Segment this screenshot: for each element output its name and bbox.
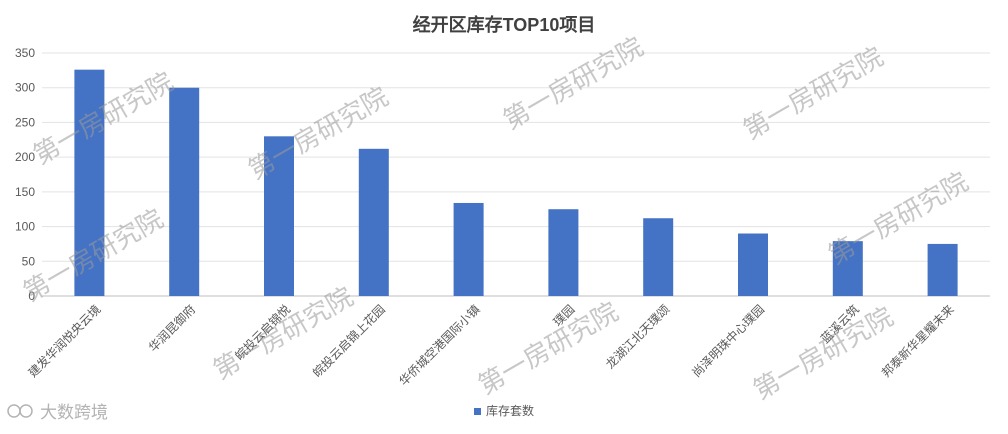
bar (74, 69, 105, 296)
x-tick-label: 尚泽明珠中心璞园 (689, 302, 767, 380)
chart-title: 经开区库存TOP10项目 (413, 14, 596, 35)
brand-logo-icon-2 (19, 404, 33, 418)
gridlines (42, 52, 990, 297)
watermark-text: 第一房研究院 (209, 282, 359, 386)
bar (358, 148, 389, 296)
brand-logo-icon (7, 404, 21, 418)
watermark-text: 第一房研究院 (499, 32, 649, 136)
legend-label: 库存套数 (486, 403, 534, 418)
brand-logo: 大数跨境 (7, 403, 108, 423)
bar (832, 241, 863, 296)
bars (74, 69, 958, 296)
y-tick-label: 250 (15, 115, 35, 129)
x-tick-label: 华润昆御府 (145, 302, 198, 355)
bar (169, 87, 200, 296)
bar (643, 218, 674, 296)
y-tick-label: 100 (15, 220, 35, 234)
watermark-text: 第一房研究院 (739, 42, 889, 146)
watermark-text: 第一房研究院 (749, 302, 899, 406)
y-tick-label: 50 (22, 254, 36, 268)
x-tick-label: 华侨城空港国际小镇 (396, 302, 482, 388)
y-tick-label: 0 (28, 289, 35, 303)
legend-swatch (474, 408, 481, 415)
bar (927, 243, 958, 296)
bar (548, 209, 579, 296)
watermark-text: 第一房研究院 (474, 297, 624, 401)
y-axis-ticks: 0 50 100 150 200 250 300 350 (15, 46, 35, 303)
bar (738, 233, 768, 296)
y-tick-label: 150 (15, 185, 35, 199)
x-tick-label: 建发华润悦央云境 (25, 302, 103, 380)
brand-text: 大数跨境 (40, 403, 108, 423)
bar (264, 136, 294, 296)
y-tick-label: 300 (15, 81, 35, 95)
y-tick-label: 200 (15, 150, 35, 164)
bar (453, 202, 484, 296)
legend: 库存套数 (474, 403, 534, 418)
y-tick-label: 350 (15, 46, 35, 60)
